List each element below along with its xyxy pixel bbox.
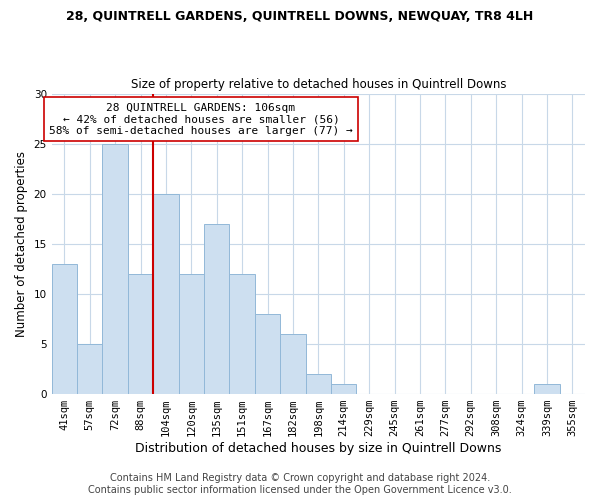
Bar <box>153 194 179 394</box>
Bar <box>52 264 77 394</box>
Text: 28, QUINTRELL GARDENS, QUINTRELL DOWNS, NEWQUAY, TR8 4LH: 28, QUINTRELL GARDENS, QUINTRELL DOWNS, … <box>67 10 533 23</box>
Bar <box>179 274 204 394</box>
Text: Contains HM Land Registry data © Crown copyright and database right 2024.
Contai: Contains HM Land Registry data © Crown c… <box>88 474 512 495</box>
Text: 28 QUINTRELL GARDENS: 106sqm
← 42% of detached houses are smaller (56)
58% of se: 28 QUINTRELL GARDENS: 106sqm ← 42% of de… <box>49 102 353 136</box>
Bar <box>534 384 560 394</box>
Bar <box>103 144 128 394</box>
X-axis label: Distribution of detached houses by size in Quintrell Downs: Distribution of detached houses by size … <box>135 442 502 455</box>
Bar <box>128 274 153 394</box>
Bar <box>204 224 229 394</box>
Bar <box>331 384 356 394</box>
Title: Size of property relative to detached houses in Quintrell Downs: Size of property relative to detached ho… <box>131 78 506 91</box>
Bar <box>305 374 331 394</box>
Bar <box>280 334 305 394</box>
Y-axis label: Number of detached properties: Number of detached properties <box>15 151 28 337</box>
Bar <box>77 344 103 394</box>
Bar <box>255 314 280 394</box>
Bar <box>229 274 255 394</box>
